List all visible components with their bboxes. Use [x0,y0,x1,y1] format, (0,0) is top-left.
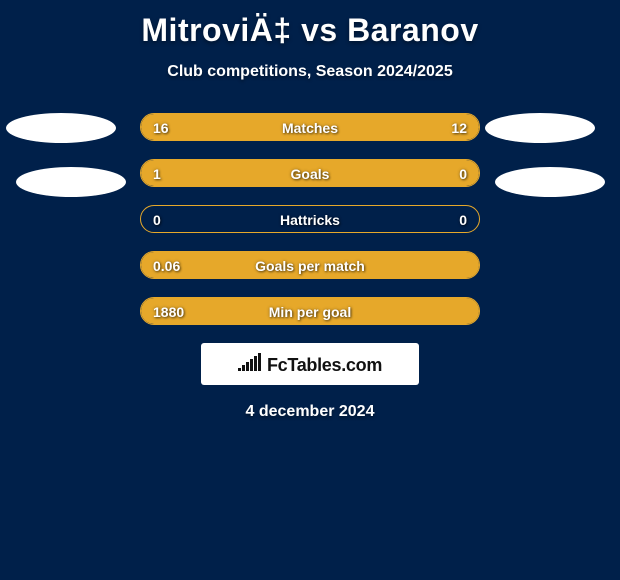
player-right-ellipse-1 [485,113,595,143]
stat-value-right: 0 [459,160,467,187]
stat-metric: Min per goal [269,298,351,325]
stat-row-matches: 16 Matches 12 [140,113,480,141]
stat-value-left: 1880 [153,298,184,325]
bar-left [141,160,405,186]
stat-row-min-per-goal: 1880 Min per goal [140,297,480,325]
player-right-ellipse-2 [495,167,605,197]
logo-bar [246,362,249,371]
stat-metric: Matches [282,114,338,141]
logo-bar [258,353,261,371]
logo-bar [250,359,253,371]
logo-bar [242,365,245,371]
stat-row-goals-per-match: 0.06 Goals per match [140,251,480,279]
fctables-logo: FcTables.com [201,343,419,385]
page-title: MitroviÄ‡ vs Baranov [0,0,620,49]
logo-bars-icon [238,353,261,371]
subtitle: Club competitions, Season 2024/2025 [0,63,620,81]
stat-value-left: 16 [153,114,169,141]
logo-text: FcTables.com [267,355,382,376]
player-left-ellipse-1 [6,113,116,143]
logo-bar [254,356,257,371]
bar-right [405,160,479,186]
date-label: 4 december 2024 [0,403,620,421]
stat-metric: Goals [291,160,330,187]
logo-inner: FcTables.com [238,353,382,376]
player-left-ellipse-2 [16,167,126,197]
stat-value-right: 0 [459,206,467,233]
stat-value-left: 1 [153,160,161,187]
stat-metric: Goals per match [255,252,365,279]
stat-value-left: 0 [153,206,161,233]
logo-bar [238,368,241,371]
stat-value-right: 12 [451,114,467,141]
stat-metric: Hattricks [280,206,340,233]
comparison-stage: 16 Matches 12 1 Goals 0 0 Hattricks 0 0.… [0,113,620,421]
stat-value-left: 0.06 [153,252,180,279]
stat-row-hattricks: 0 Hattricks 0 [140,205,480,233]
stat-row-goals: 1 Goals 0 [140,159,480,187]
